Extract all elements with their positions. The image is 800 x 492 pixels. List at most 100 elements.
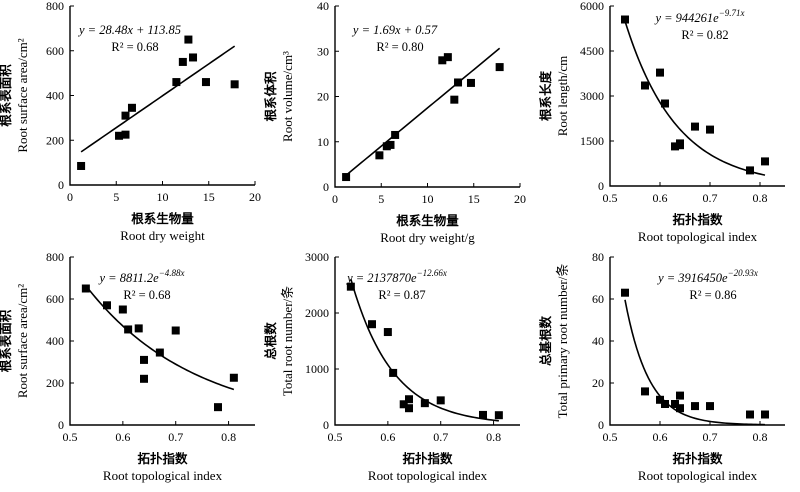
x-tick-label: 0.8: [753, 430, 768, 444]
data-point: [171, 326, 180, 335]
data-point: [436, 396, 445, 405]
data-point: [656, 395, 664, 404]
y-tick-label: 2000: [305, 306, 329, 320]
x-tick-label: 0.7: [168, 430, 183, 444]
x-tick-label: 5: [113, 190, 119, 204]
x-tick-label: 0.6: [115, 430, 130, 444]
data-point: [706, 125, 714, 134]
x-tick-label: 0: [332, 192, 338, 206]
data-point: [214, 403, 222, 412]
y-tick-label: 3000: [580, 89, 604, 103]
y-tick-label: 20: [592, 376, 604, 390]
data-point: [671, 400, 679, 408]
fit-equation: y = 1.69x + 0.57: [351, 23, 438, 37]
y-tick-label: 20: [317, 90, 329, 104]
data-point: [641, 387, 649, 396]
x-axis-label: Root topological index: [368, 468, 488, 483]
y-tick-label: 400: [46, 334, 64, 348]
data-point: [121, 111, 130, 120]
y-axis-label-cn: 根系表面积: [0, 309, 13, 372]
data-point: [368, 320, 376, 329]
y-tick-label: 200: [46, 133, 64, 147]
x-axis-label-cn: 拓扑指数: [672, 451, 723, 466]
y-tick-label: 40: [317, 0, 329, 13]
data-point: [386, 140, 395, 149]
x-tick-label: 0.5: [603, 191, 618, 205]
x-axis-label: Root topological index: [638, 229, 758, 244]
x-tick-label: 10: [422, 192, 434, 206]
data-point: [761, 157, 769, 166]
data-point: [494, 411, 503, 420]
data-point: [201, 78, 210, 87]
data-point: [746, 410, 754, 419]
r-squared: R² = 0.80: [376, 40, 423, 54]
fit-line: [624, 299, 766, 426]
data-point: [189, 53, 198, 62]
data-point: [81, 284, 90, 293]
x-tick-label: 0.5: [328, 430, 343, 444]
data-point: [661, 99, 669, 108]
data-point: [178, 57, 187, 66]
y-tick-label: 0: [598, 418, 604, 432]
data-point: [466, 78, 475, 87]
data-point: [495, 63, 504, 72]
x-tick-label: 15: [468, 192, 480, 206]
y-axis-label: Total primary root number/条: [555, 264, 570, 419]
data-point: [172, 78, 181, 87]
x-tick-label: 10: [157, 190, 169, 204]
x-tick-label: 20: [249, 190, 261, 204]
x-tick-label: 0.8: [486, 430, 501, 444]
data-point: [706, 402, 714, 411]
y-tick-label: 400: [46, 89, 64, 103]
data-point: [140, 374, 148, 383]
data-point: [115, 131, 124, 140]
y-tick-label: 30: [317, 44, 329, 58]
data-point: [391, 130, 400, 139]
data-point: [676, 391, 684, 400]
chart-panel-4: 0.5 0.6 0.7 0.8 0 200 400 600 800 拓扑指数 Root topolo…: [0, 250, 255, 483]
y-tick-label: 4500: [580, 44, 604, 58]
y-tick-label: 800: [46, 0, 64, 13]
x-tick-label: 0: [67, 190, 73, 204]
x-tick-label: 0.5: [63, 430, 78, 444]
chart-panel-5: 0.5 0.6 0.7 0.8 0 1000 2000 3000 拓扑指数 Root topolo…: [263, 250, 520, 483]
x-axis-label-cn: 拓扑指数: [402, 451, 453, 466]
fit-line: [80, 45, 236, 153]
data-point: [671, 142, 679, 151]
data-point: [676, 141, 684, 150]
y-axis-label-cn: 根系长度: [538, 71, 553, 122]
y-axis-label-cn: 总根数: [263, 322, 278, 360]
fit-equation: y = 8811.2e−4.88x: [97, 268, 184, 285]
x-tick-label: 0.7: [703, 191, 718, 205]
data-point: [134, 324, 143, 333]
y-tick-label: 3000: [305, 250, 329, 264]
y-tick-label: 600: [46, 44, 64, 58]
data-point: [346, 282, 355, 291]
x-axis-label: Root topological index: [103, 468, 223, 483]
data-point: [405, 404, 413, 413]
x-tick-label: 0.7: [433, 430, 448, 444]
y-axis-label-cn: 根系体积: [263, 71, 278, 122]
y-axis-label: Root length/cm: [555, 56, 570, 137]
x-tick-label: 0.6: [380, 430, 395, 444]
data-point: [103, 301, 111, 310]
x-tick-label: 0.6: [653, 430, 668, 444]
y-tick-label: 200: [46, 376, 64, 390]
fit-line: [624, 20, 766, 176]
data-point: [375, 151, 384, 160]
data-point: [124, 325, 133, 334]
data-point: [140, 355, 148, 364]
y-axis-label: Root surface area/cm²: [15, 284, 30, 398]
r-squared: R² = 0.82: [681, 28, 728, 42]
fit-equation-exponent: −12.66x: [417, 268, 447, 278]
x-tick-label: 0.8: [753, 191, 768, 205]
y-tick-label: 0: [598, 179, 604, 193]
x-axis-label: Root dry weight/g: [380, 230, 475, 245]
data-point: [127, 103, 136, 112]
fit-equation-exponent: −9.71x: [719, 8, 745, 18]
fit-equation-exponent: −4.88x: [159, 268, 185, 278]
x-tick-label: 20: [514, 192, 526, 206]
y-tick-label: 80: [592, 250, 604, 264]
data-point: [641, 81, 649, 90]
